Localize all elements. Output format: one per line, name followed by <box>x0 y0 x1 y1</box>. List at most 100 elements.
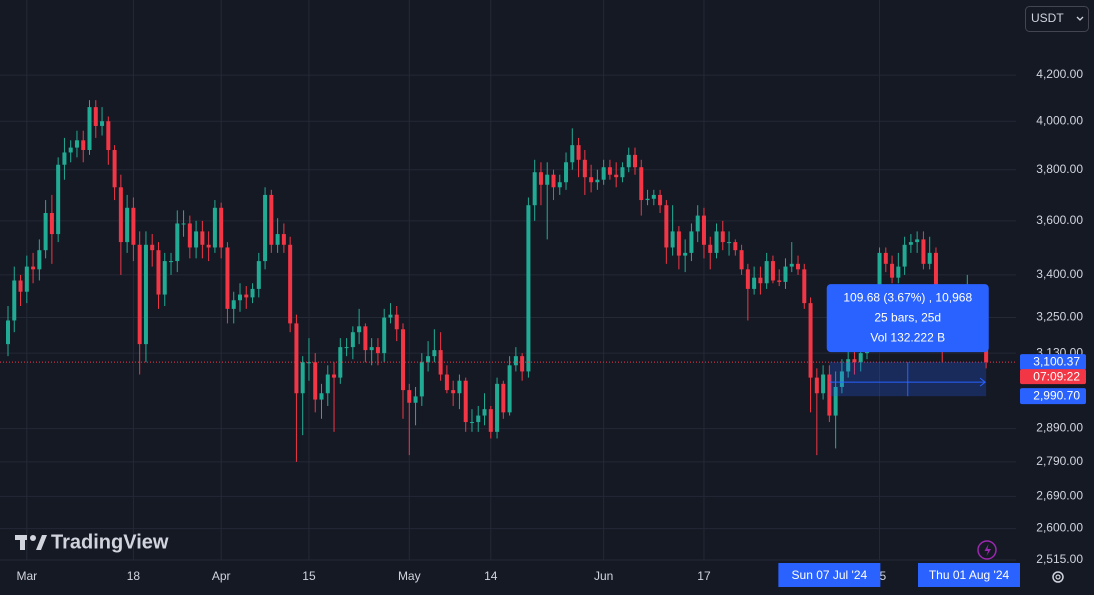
candle-body <box>752 277 757 289</box>
candle-body <box>695 215 700 232</box>
candle-body <box>93 107 98 126</box>
candle-body <box>313 362 318 400</box>
candle-body <box>589 177 594 183</box>
candle-body <box>162 261 167 295</box>
settings-icon[interactable] <box>1052 571 1064 583</box>
x-marker-box <box>918 563 1020 587</box>
candle-body <box>263 194 268 262</box>
candle-body <box>106 121 111 151</box>
candle-body <box>244 294 249 298</box>
candle-body <box>789 263 794 267</box>
measure-tooltip-text: 25 bars, 25d <box>874 310 941 324</box>
candle-body <box>338 347 343 378</box>
y-tick-label: 2,790.00 <box>1036 454 1083 468</box>
candle-body <box>306 362 311 364</box>
candle-body <box>601 167 606 180</box>
currency-label[interactable]: USDT <box>1031 11 1064 25</box>
candle-body <box>231 300 236 309</box>
alert-icon-bolt[interactable] <box>984 544 992 556</box>
brand-name: TradingView <box>51 531 169 553</box>
candle-body <box>225 247 230 309</box>
measure-arrowhead <box>979 377 986 387</box>
candle-body <box>401 329 406 391</box>
candle-body <box>683 252 688 256</box>
x-tick-label: Mar <box>16 569 37 583</box>
candle-body <box>74 140 79 148</box>
candle-body <box>219 207 224 248</box>
candle-body <box>131 207 136 245</box>
dropdown-arrow[interactable] <box>1076 16 1084 21</box>
y-marker-box <box>1020 388 1086 405</box>
candle-body <box>607 167 612 175</box>
candle-body <box>714 231 719 253</box>
countdown-box <box>1020 369 1086 385</box>
candle-body <box>143 244 148 345</box>
candle-body <box>49 212 54 235</box>
candle-body <box>896 266 901 278</box>
candle-body <box>369 347 374 351</box>
x-marker-label: Thu 01 Aug '24 <box>929 568 1010 582</box>
candle-body <box>6 320 10 345</box>
candle-body <box>12 280 17 321</box>
candle-body <box>187 223 192 248</box>
candle-body <box>68 147 73 153</box>
candle-body <box>814 377 819 394</box>
x-tick-label: 18 <box>127 569 141 583</box>
candle-body <box>532 172 537 206</box>
y-tick-label: 3,600.00 <box>1036 213 1083 227</box>
candle-body <box>294 323 299 394</box>
candle-body <box>344 347 349 349</box>
settings-icon-center[interactable] <box>1055 574 1061 580</box>
candle-body <box>332 374 337 378</box>
candle-body <box>821 374 826 394</box>
currency-button[interactable] <box>1025 6 1089 32</box>
candle-body <box>100 121 105 126</box>
y-tick-label: 2,600.00 <box>1036 521 1083 535</box>
x-tick-label: Apr <box>212 569 231 583</box>
candle-body <box>24 266 29 292</box>
alert-icon[interactable] <box>977 540 997 560</box>
candle-body <box>407 390 412 403</box>
candle-body <box>595 179 600 183</box>
candle-body <box>727 242 732 244</box>
candle-body <box>915 239 920 243</box>
candle-body <box>676 231 681 256</box>
candle-body <box>419 362 424 397</box>
candle-body <box>200 231 205 245</box>
candle-body <box>413 396 418 403</box>
candle-body <box>520 356 525 372</box>
y-tick-label: 3,400.00 <box>1036 267 1083 281</box>
candle-body <box>526 205 531 372</box>
candle-body <box>758 277 763 284</box>
candle-body <box>883 252 888 264</box>
candle-body <box>250 288 255 298</box>
candle-body <box>169 261 174 263</box>
candle-body <box>701 215 706 245</box>
x-tick-label: Jun <box>594 569 613 583</box>
candle-body <box>137 244 142 345</box>
candle-body <box>664 205 669 248</box>
countdown-label: 07:09:22 <box>1033 369 1080 383</box>
candle-body <box>275 234 280 245</box>
candle-body <box>770 261 775 281</box>
candle-body <box>833 386 838 416</box>
candle-body <box>112 150 117 188</box>
candle-body <box>463 380 468 423</box>
candle-body <box>745 269 750 289</box>
candle-body <box>488 409 493 432</box>
x-tick-label: 14 <box>484 569 498 583</box>
y-tick-label: 3,250.00 <box>1036 310 1083 324</box>
candle-body <box>181 223 186 225</box>
candle-body <box>482 409 487 416</box>
candle-body <box>476 415 481 423</box>
candle-body <box>175 223 180 262</box>
candle-body <box>639 167 644 201</box>
candle-body <box>18 280 23 292</box>
candle-body <box>495 383 500 432</box>
candle-body <box>469 422 474 424</box>
y-tick-label: 2,690.00 <box>1036 489 1083 503</box>
candle-body <box>890 263 895 278</box>
candle-body <box>576 145 581 160</box>
